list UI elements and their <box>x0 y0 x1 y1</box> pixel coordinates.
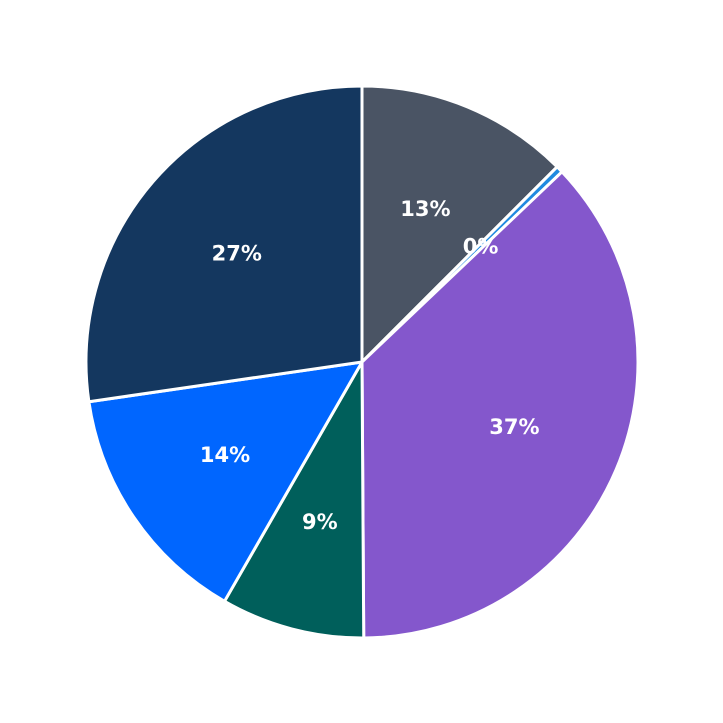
pie-slice <box>87 360 364 603</box>
slice-label: 27% <box>212 242 262 266</box>
pie-slice <box>360 84 559 364</box>
slice-label: 9% <box>302 510 338 534</box>
slice-label: 0% <box>463 234 499 258</box>
pie-slice <box>360 170 640 640</box>
pie-slice <box>84 84 364 404</box>
slice-label: 37% <box>489 415 539 439</box>
pie-slice <box>223 360 366 640</box>
slice-label: 14% <box>200 443 250 467</box>
slice-label: 13% <box>400 197 450 221</box>
